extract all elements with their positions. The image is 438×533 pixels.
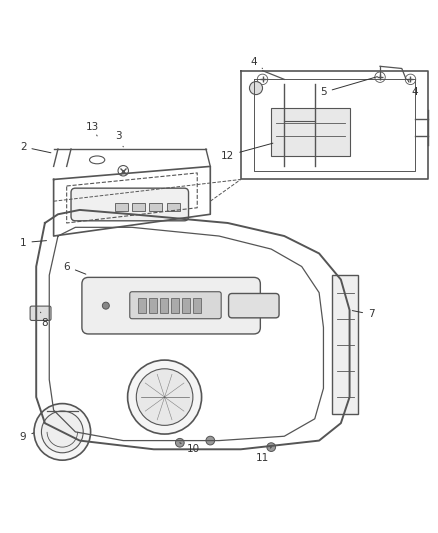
Bar [149,298,157,313]
Circle shape [102,302,110,309]
Circle shape [136,369,193,425]
Text: 13: 13 [86,122,99,136]
Circle shape [257,74,268,85]
Bar [149,203,162,211]
Circle shape [127,360,201,434]
Bar [160,298,168,313]
Text: 12: 12 [221,143,273,160]
Circle shape [375,72,385,83]
Ellipse shape [89,156,105,164]
FancyBboxPatch shape [30,306,51,320]
Bar [193,298,201,313]
Bar [167,203,180,211]
Bar [332,275,358,415]
Circle shape [42,411,83,453]
Bar [115,203,127,211]
Text: 1: 1 [20,238,46,247]
Circle shape [176,439,184,447]
Circle shape [118,166,128,176]
FancyBboxPatch shape [130,292,221,319]
Bar [171,298,179,313]
Text: 8: 8 [41,312,48,328]
Bar [132,203,145,211]
Text: 9: 9 [20,432,34,442]
Text: 4: 4 [407,79,418,98]
Circle shape [250,82,262,94]
Bar [271,108,350,156]
FancyBboxPatch shape [229,294,279,318]
Bar [182,298,190,313]
Text: 4: 4 [251,57,262,68]
Text: 2: 2 [20,142,51,153]
Text: 11: 11 [256,447,271,463]
FancyBboxPatch shape [82,277,260,334]
Text: 6: 6 [64,262,86,274]
Circle shape [267,443,276,451]
Circle shape [206,436,215,445]
Bar [138,298,146,313]
Circle shape [34,403,91,460]
Text: 7: 7 [352,309,374,319]
Circle shape [405,74,416,85]
Text: 10: 10 [180,443,199,454]
Text: 5: 5 [320,77,378,98]
FancyBboxPatch shape [71,188,188,221]
Text: 3: 3 [116,131,123,147]
